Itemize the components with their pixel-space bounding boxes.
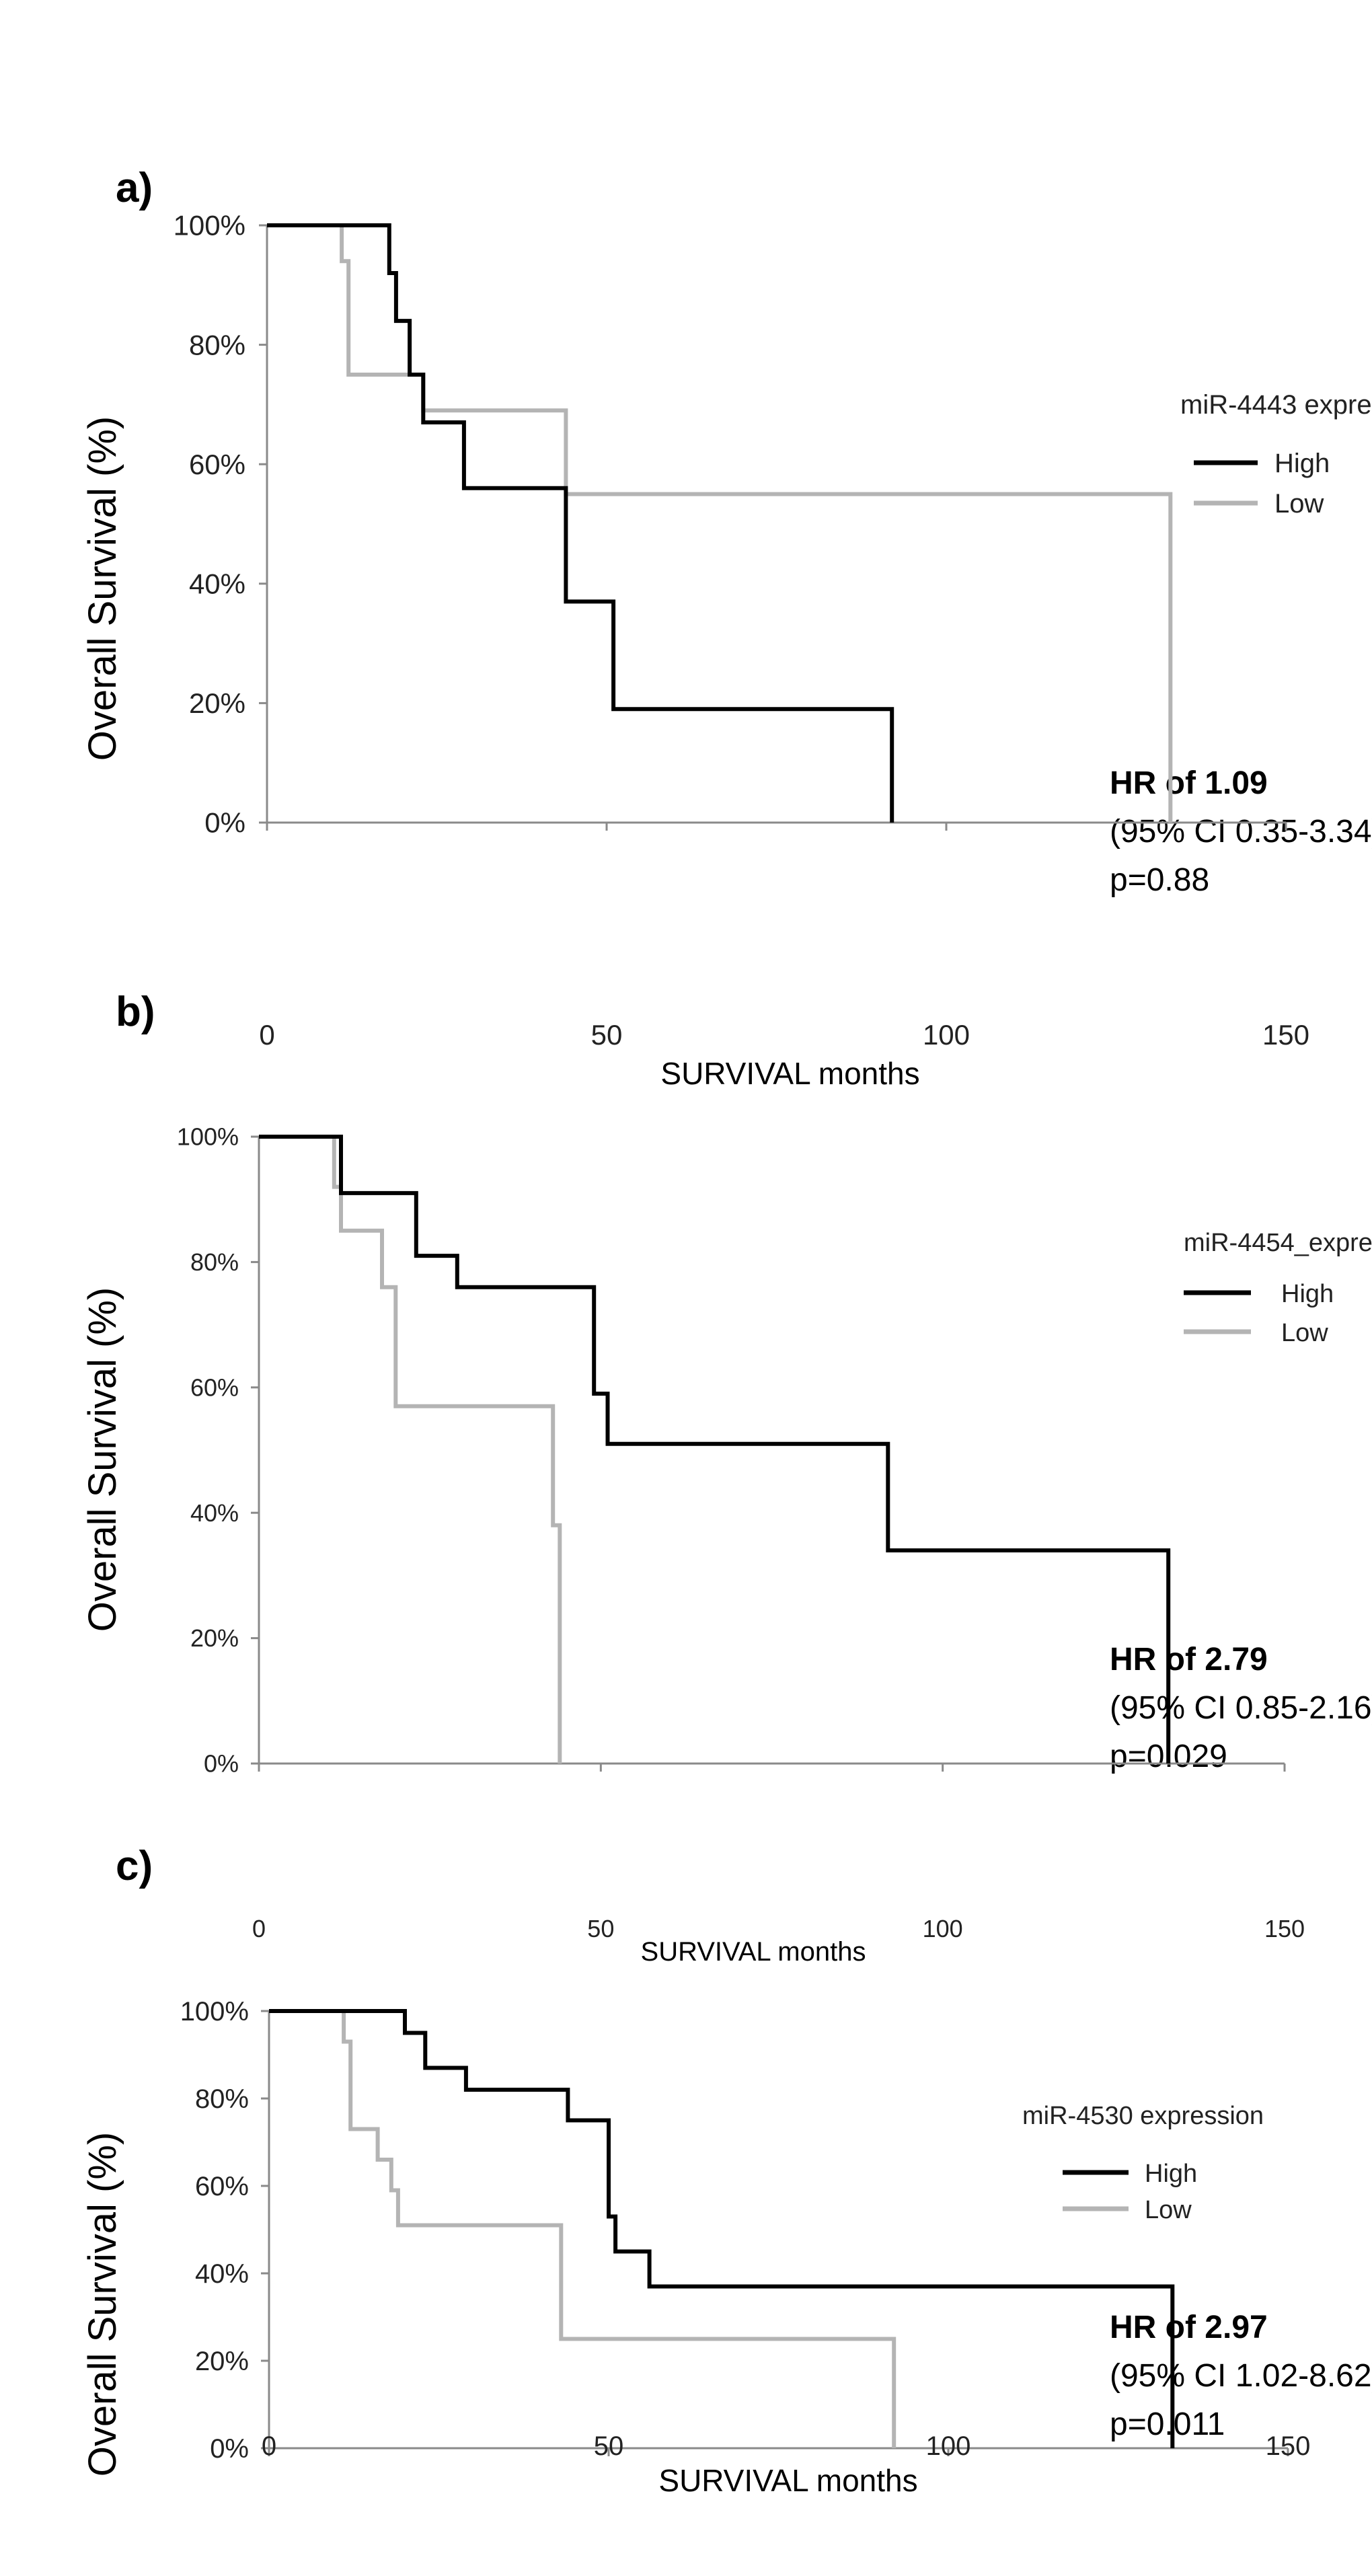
y-tick-label: 60% bbox=[189, 449, 245, 480]
confidence-interval: (95% CI 1.02-8.62) bbox=[1110, 2358, 1372, 2394]
x-tick-label: 50 bbox=[594, 2431, 624, 2461]
legend-label-high: High bbox=[1281, 1280, 1334, 1308]
confidence-interval: (95% CI 0.35-3.34) bbox=[1110, 814, 1372, 849]
legend-title: miR-4530 expression bbox=[1022, 2102, 1264, 2130]
panel-c: c) Overall Survival (%) SURVIVAL months … bbox=[81, 1843, 1372, 2498]
legend-title: miR-4443 expression bbox=[1180, 390, 1372, 420]
x-axis-title: SURVIVAL months bbox=[658, 2463, 917, 2498]
survival-curve-low bbox=[259, 1135, 562, 1764]
y-tick-label: 0% bbox=[204, 1750, 239, 1778]
y-tick-label: 0% bbox=[204, 807, 245, 839]
panel-label: b) bbox=[116, 989, 155, 1035]
x-tick-label: 50 bbox=[587, 1915, 614, 1942]
y-axis-title: Overall Survival (%) bbox=[81, 416, 124, 761]
p-value: p=0.011 bbox=[1110, 2407, 1225, 2442]
x-tick-label: 100 bbox=[923, 1915, 963, 1942]
survival-curve-high bbox=[259, 1135, 1171, 1764]
y-tick-label: 0% bbox=[210, 2434, 249, 2464]
y-tick-label: 100% bbox=[180, 1997, 249, 2026]
legend-label-high: High bbox=[1274, 449, 1330, 478]
x-tick-label: 100 bbox=[926, 2431, 971, 2461]
y-tick-label: 40% bbox=[190, 1499, 239, 1527]
legend-label-low: Low bbox=[1145, 2196, 1192, 2224]
hazard-ratio: HR of 2.97 bbox=[1110, 2310, 1268, 2345]
survival-curve-high bbox=[269, 2009, 1175, 2448]
y-tick-label: 60% bbox=[190, 1373, 239, 1401]
y-axis-title: Overall Survival (%) bbox=[81, 2132, 124, 2476]
confidence-interval: (95% CI 0.85-2.16) bbox=[1110, 1690, 1372, 1726]
hazard-ratio: HR of 2.79 bbox=[1110, 1642, 1268, 1677]
survival-curve-low bbox=[267, 223, 1173, 823]
x-axis-title: SURVIVAL months bbox=[641, 1937, 866, 1967]
panel-label: c) bbox=[116, 1843, 153, 1889]
legend-label-low: Low bbox=[1281, 1319, 1328, 1347]
panel-a: a) Overall Survival (%) SURVIVAL months … bbox=[81, 165, 1372, 1091]
hazard-ratio: HR of 1.09 bbox=[1110, 765, 1268, 801]
y-tick-label: 100% bbox=[174, 210, 245, 241]
x-tick-label: 0 bbox=[259, 1019, 274, 1051]
y-tick-label: 40% bbox=[189, 568, 245, 600]
y-tick-label: 80% bbox=[189, 329, 245, 361]
y-tick-label: 20% bbox=[190, 1624, 239, 1652]
y-axis-title: Overall Survival (%) bbox=[81, 1287, 124, 1632]
x-tick-label: 0 bbox=[252, 1915, 266, 1942]
y-tick-label: 20% bbox=[195, 2347, 249, 2376]
y-tick-label: 80% bbox=[195, 2084, 249, 2114]
x-tick-label: 100 bbox=[923, 1019, 970, 1051]
x-tick-label: 0 bbox=[262, 2431, 276, 2461]
y-tick-label: 80% bbox=[190, 1248, 239, 1276]
survival-curve-low bbox=[269, 2009, 897, 2448]
x-tick-label: 150 bbox=[1262, 1019, 1309, 1051]
legend-title: miR-4454_expression bbox=[1184, 1229, 1372, 1257]
legend-label-high: High bbox=[1145, 2160, 1197, 2188]
panel-b: b) Overall Survival (%) SURVIVAL months … bbox=[81, 989, 1372, 1967]
y-tick-label: 20% bbox=[189, 687, 245, 719]
legend-label-low: Low bbox=[1274, 489, 1324, 519]
x-axis-title: SURVIVAL months bbox=[660, 1056, 919, 1091]
panel-label: a) bbox=[116, 165, 153, 211]
p-value: p=0.88 bbox=[1110, 862, 1209, 898]
x-tick-label: 150 bbox=[1266, 2431, 1311, 2461]
y-tick-label: 60% bbox=[195, 2172, 249, 2201]
y-tick-label: 100% bbox=[177, 1123, 239, 1151]
survival-curve-high bbox=[267, 223, 894, 823]
y-tick-label: 40% bbox=[195, 2259, 249, 2289]
x-tick-label: 150 bbox=[1264, 1915, 1305, 1942]
x-tick-label: 50 bbox=[591, 1019, 623, 1051]
